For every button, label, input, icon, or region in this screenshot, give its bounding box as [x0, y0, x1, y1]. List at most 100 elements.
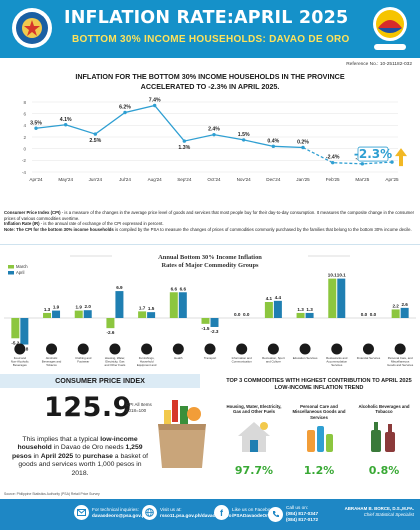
x-tick-label: Mar'25: [355, 177, 369, 182]
data-label: 2.5%: [89, 138, 101, 144]
bar-march: [201, 318, 210, 324]
y-tick-label: 8: [23, 100, 26, 105]
divider: [0, 244, 420, 245]
bar-value-label: 1.9: [76, 305, 83, 310]
commodity-icon: [77, 343, 89, 355]
category-label: Footwear: [77, 360, 89, 364]
category-label: Health: [174, 356, 183, 360]
bar-april: [178, 292, 187, 318]
note-definition: Note: The CPI for the bottom 30% income …: [4, 226, 412, 232]
website-link[interactable]: rsso11.psa.gov.ph/davao-de-oro: [160, 512, 232, 518]
commodity-icon: [46, 343, 58, 355]
data-point: [390, 160, 394, 164]
y-tick-label: 6: [23, 111, 26, 116]
bar-value-label: 4.1: [266, 296, 273, 301]
bar-april: [305, 312, 314, 318]
top3-item-personal-care: Personal Care and Miscellaneous Goods an…: [287, 404, 351, 477]
bar-value-label: 6.9: [116, 285, 123, 290]
bar-value-label: 1.3: [306, 307, 313, 312]
category-label: Recreation, Sport: [262, 356, 285, 360]
bar-april: [210, 318, 219, 327]
data-label: 6.2%: [119, 105, 131, 111]
top3-item-housing: Housing, Water, Electricity, Gas and Oth…: [222, 404, 286, 477]
bar-april: [337, 278, 346, 318]
data-point: [271, 144, 276, 149]
legend-label: April: [16, 270, 24, 275]
email-link[interactable]: davaodeoro@psa.gov.ph: [92, 512, 148, 518]
x-tick-label: Feb'25: [326, 177, 340, 182]
top3-pct: 0.8%: [368, 464, 400, 477]
category-label: Equipment and: [137, 363, 157, 367]
commodity-icon: [172, 343, 184, 355]
x-tick-label: Jul'24: [119, 177, 131, 182]
inflation-series-line: [35, 104, 304, 149]
bar-value-label: 0.0: [234, 312, 241, 317]
commodity-icon: [109, 343, 121, 355]
commodity-icon: [362, 343, 374, 355]
legend-label: March: [16, 264, 28, 269]
data-point: [182, 139, 187, 143]
bar-march: [106, 318, 115, 329]
commodity-icon: [267, 343, 279, 355]
bar-march: [43, 312, 52, 318]
house-utilities-icon: [238, 422, 270, 452]
bar-march: [264, 302, 273, 318]
highlight-box: [357, 146, 389, 162]
data-point: [241, 138, 246, 142]
bar-april: [273, 300, 282, 318]
data-label: -2.4%: [326, 155, 340, 161]
category-label: Information and: [232, 356, 252, 360]
bar-april: [83, 310, 92, 318]
signatory: ABRAHAM B. BORCE, D.S.,M.PA. Chief Statis…: [344, 506, 414, 517]
facebook-link[interactable]: /PSADavaodeOro: [232, 512, 271, 518]
category-label: Housing, Water,: [105, 356, 126, 360]
category-label: Financial Services: [357, 356, 381, 360]
email-icon: [74, 505, 89, 520]
category-label: Electricity, Gas: [105, 360, 125, 364]
bar-value-label: 1.7: [139, 305, 146, 310]
cpi-section-title: CONSUMER PRICE INDEX: [0, 374, 200, 388]
data-point: [123, 110, 127, 115]
data-point: [152, 103, 157, 108]
x-tick-label: Aug'24: [148, 177, 163, 182]
category-label: Accommodation: [326, 360, 347, 364]
commodity-icon: [14, 343, 26, 355]
bar-chart-title-line2: Rates of Major Commodity Groups: [161, 262, 259, 269]
x-tick-label: Nov'24: [237, 177, 252, 182]
top3-pct: 1.2%: [303, 464, 335, 477]
y-tick-label: -4: [22, 170, 27, 175]
bar-april: [115, 291, 124, 318]
bar-value-label: 2.0: [85, 304, 92, 309]
bar-march: [74, 310, 83, 318]
category-label: Services: [331, 363, 343, 367]
highlight-value: -2.3%: [354, 147, 392, 161]
bar-value-label: 1.3: [44, 307, 51, 312]
category-label: Communication: [232, 360, 252, 364]
commodity-icon: [141, 343, 153, 355]
category-label: and Other Fuels: [105, 363, 126, 367]
grocery-bag-icon: [158, 400, 206, 468]
category-label: Education Services: [293, 356, 318, 360]
inflation-series-line-recent: [302, 146, 393, 165]
x-tick-label: Jan'25: [296, 177, 310, 182]
source-note: Source: Philippine Statistics Authority …: [4, 492, 100, 496]
bar-value-label: 10.1: [328, 273, 337, 278]
category-label: Beverages: [13, 363, 27, 367]
category-label: Restaurants and: [326, 356, 348, 360]
category-label: Food and: [14, 356, 27, 360]
header-banner: INFLATION RATE:APRIL 2025 BOTTOM 30% INC…: [0, 0, 420, 58]
reference-number: Reference No.: 10-251182-032: [346, 62, 412, 67]
top3-item-alcohol-tobacco: Alcoholic Beverages and Tobacco 0.8%: [352, 404, 416, 477]
bar-value-label: 6.6: [171, 286, 178, 291]
data-label: 1.3%: [178, 145, 190, 151]
bar-value-label: 1.5: [148, 306, 155, 311]
data-label: 4.1%: [60, 117, 72, 123]
data-label: 3.5%: [30, 120, 42, 126]
bar-value-label: 0.0: [370, 312, 377, 317]
bar-chart-title: Annual Bottom 30% Income Inflation: [158, 254, 262, 261]
bar-value-label: -1.5: [202, 326, 210, 331]
bottles-icon: [371, 422, 395, 452]
personal-care-products-icon: [307, 426, 333, 452]
category-label: and Culture: [266, 360, 281, 364]
data-point: [93, 132, 98, 136]
